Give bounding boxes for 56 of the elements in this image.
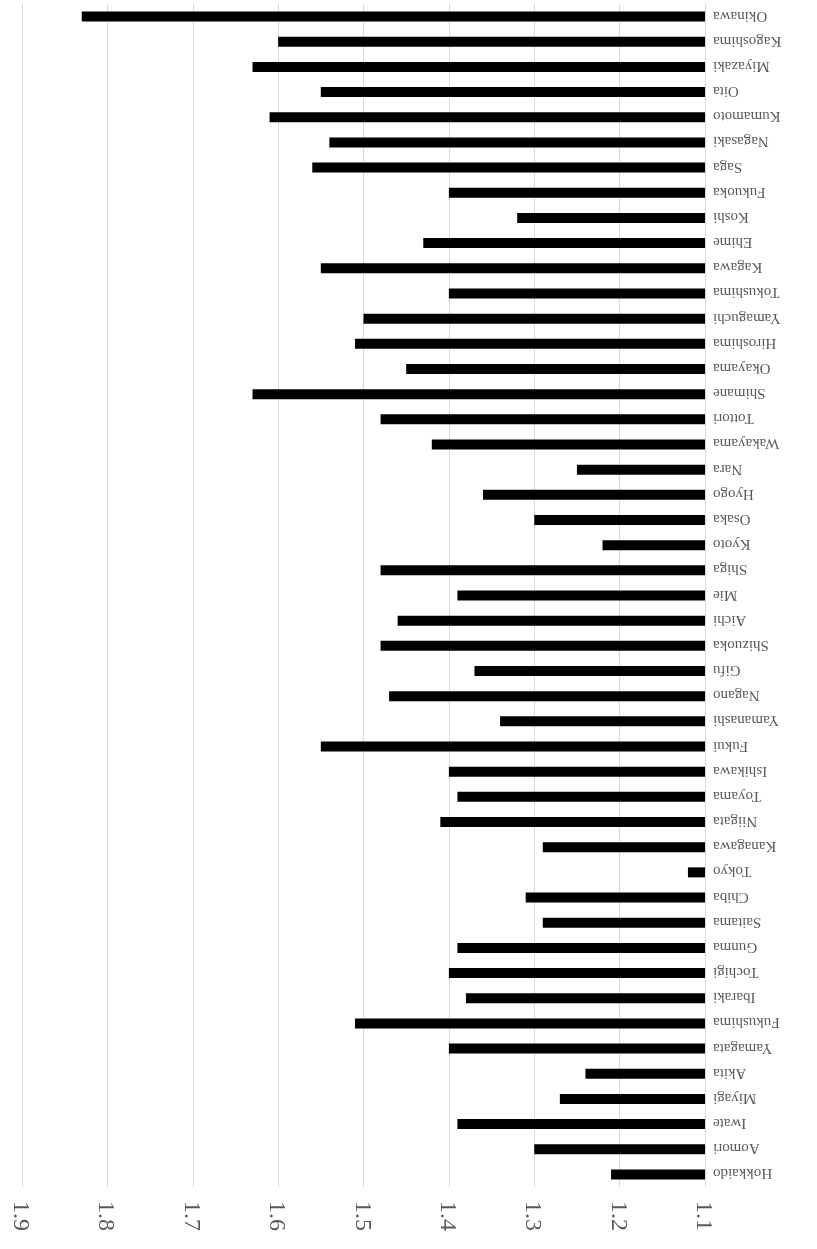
y-tick-label: Tokyo [713,864,752,881]
y-tick-label: Yamaguchi [713,310,781,327]
x-tick-label: 1.1 [692,1201,718,1231]
y-tick-label: Saitama [712,914,762,931]
y-tick-label: Kagawa [712,260,763,277]
x-tick-label: 1.6 [265,1201,292,1231]
y-tick-label: Gifu [712,663,741,680]
y-tick-label: Miyazaki [713,58,770,75]
y-tick-label: Osaka [712,511,751,528]
y-tick-label: Yamanashi [713,713,779,730]
x-tick-label: 1.9 [9,1201,35,1231]
y-tick-label: Fukuoka [712,184,766,201]
y-tick-label: Mie [712,587,738,604]
y-tick-label: Hyogo [713,486,754,503]
y-tick-label: Okinawa [712,8,768,25]
x-tick-label: 1.3 [521,1201,548,1231]
y-tick-label: Kyoto [713,537,751,554]
y-tick-label: Shizuoka [712,637,769,654]
y-tick-label: Oita [712,84,739,101]
y-tick-label: Hokkaido [713,1166,773,1183]
y-tick-label: Tokushima [712,285,780,302]
y-tick-label: Ibaraki [713,990,756,1007]
y-tick-label: Gunma [712,939,758,956]
y-tick-label: Iwate [712,1116,747,1133]
y-tick-label: Kagoshima [712,33,782,50]
y-tick-label: Miyagi [713,1090,757,1107]
y-tick-label: Ishikawa [712,763,768,780]
y-tick-label: Okayama [712,360,771,377]
y-tick-label: Aomori [713,1141,760,1158]
y-tick-label: Shimane [712,386,766,403]
y-tick-label: Shiga [712,562,748,579]
y-tick-label: Tochigi [713,965,759,982]
x-tick-label: 1.2 [606,1201,633,1231]
x-tick-label: 1.4 [435,1201,462,1231]
y-tick-label: Akita [712,1065,747,1082]
y-tick-label: Aichi [713,612,747,629]
y-tick-label: Kumamoto [713,109,781,126]
x-tick-label: 1.5 [350,1201,377,1231]
y-tick-label: Nagano [713,688,760,705]
y-tick-label: Fukui [713,738,749,755]
y-tick-label: Kanagawa [712,839,777,856]
y-tick-label: Hiroshima [712,335,777,352]
y-tick-label: Nagasaki [713,134,769,151]
y-tick-label: Yamagata [712,1040,773,1057]
y-tick-label: Chiba [712,889,749,906]
y-tick-label: Koshi [713,209,749,226]
y-tick-label: Fukushima [712,1015,780,1032]
y-tick-label: Niigata [712,814,758,831]
y-tick-label: Saga [712,159,743,176]
x-tick-label: 1.7 [179,1201,206,1231]
y-tick-label: Toyama [712,788,762,805]
y-tick-label: Wakayama [712,436,780,453]
y-tick-label: Ehime [712,235,753,252]
x-tick-label: 1.8 [94,1201,121,1231]
y-tick-label: Tottori [713,411,754,428]
y-tick-label: Nara [712,461,743,478]
